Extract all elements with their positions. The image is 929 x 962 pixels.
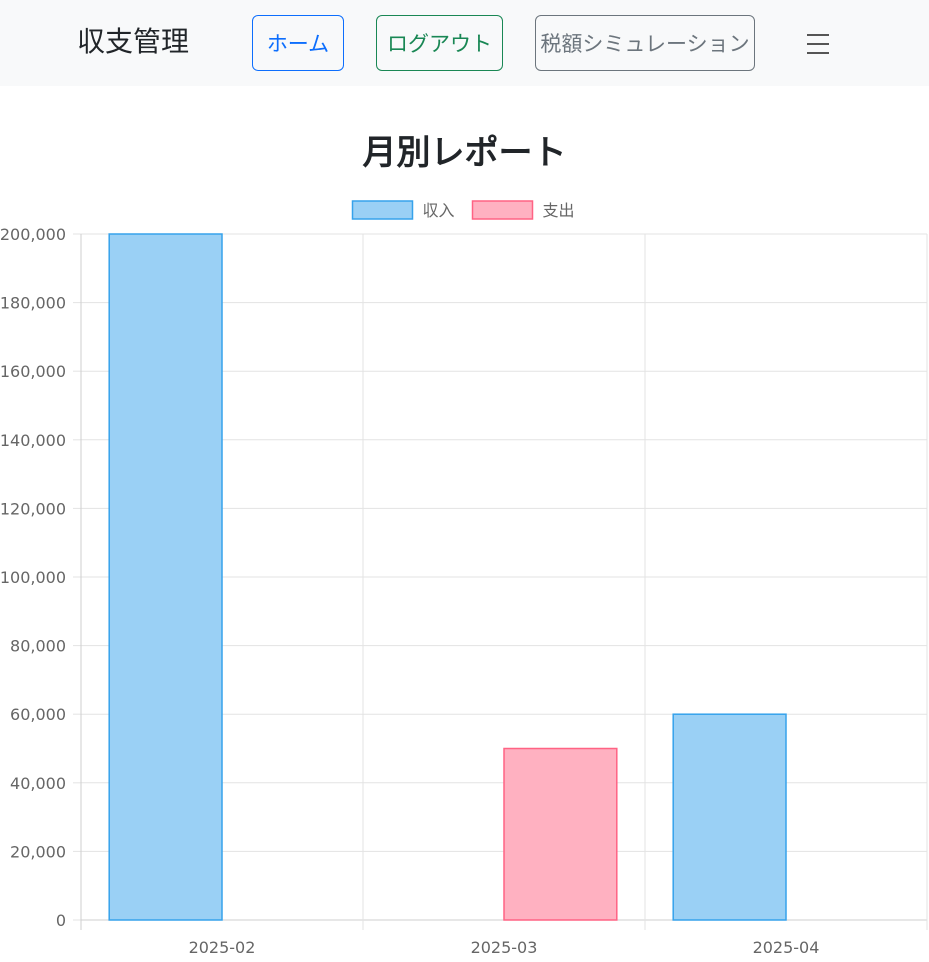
brand-title[interactable]: 収支管理 — [77, 25, 190, 58]
legend-label: 支出 — [543, 201, 575, 220]
legend-label: 収入 — [423, 201, 455, 220]
y-tick-label: 100,000 — [0, 568, 66, 587]
bar-2025-03-series-1 — [503, 747, 618, 921]
tax-simulation-button[interactable]: 税額シミュレーション — [535, 15, 755, 71]
y-tick-label: 160,000 — [0, 362, 66, 381]
page-title: 月別レポート — [362, 133, 567, 173]
bar-2025-04-series-0 — [672, 713, 787, 921]
monthly-report-chart: 0 20,000 40,000 60,000 80,000 100,000 120,000 1… — [0, 200, 928, 957]
legend-swatch — [351, 200, 414, 220]
logout-button[interactable]: ログアウト — [376, 15, 503, 71]
x-tick-label: 2025-03 — [471, 938, 538, 957]
home-button[interactable]: ホーム — [252, 15, 344, 71]
x-tick-label: 2025-02 — [189, 938, 256, 957]
y-tick-label: 120,000 — [0, 499, 66, 518]
x-tick-label: 2025-04 — [753, 938, 820, 957]
y-tick-label: 180,000 — [0, 294, 66, 313]
navbar: 収支管理 ホーム ログアウト 税額シミュレーション — [0, 0, 929, 86]
legend-swatch — [471, 200, 534, 220]
bar-2025-02-series-0 — [108, 233, 223, 921]
y-tick-label: 40,000 — [10, 774, 66, 793]
y-tick-label: 140,000 — [0, 431, 66, 450]
y-tick-label: 80,000 — [10, 637, 66, 656]
hamburger-menu-icon[interactable] — [798, 28, 838, 60]
y-tick-label: 0 — [56, 911, 66, 930]
y-tick-label: 200,000 — [0, 225, 66, 244]
y-tick-label: 20,000 — [10, 842, 66, 861]
y-tick-label: 60,000 — [10, 705, 66, 724]
